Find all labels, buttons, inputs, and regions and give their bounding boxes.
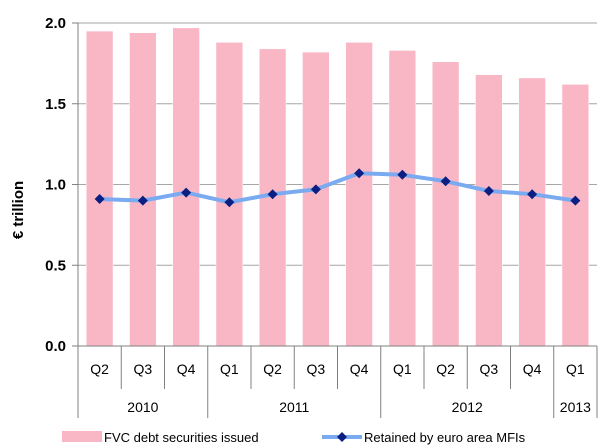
y-axis-title: € trillion — [10, 181, 27, 239]
line-point — [527, 189, 538, 200]
x-tick-label: Q3 — [480, 361, 499, 377]
line-point — [354, 168, 365, 179]
x-group-label: 2012 — [452, 399, 483, 415]
y-tick-label: 1.5 — [45, 96, 66, 113]
line-point — [267, 189, 278, 200]
series-line — [99, 171, 576, 205]
line-series — [94, 168, 581, 208]
y-tick-label: 0.0 — [45, 338, 66, 355]
bar — [85, 30, 114, 347]
x-category-labels: Q2 Q3 Q4 Q1 Q2 Q3 Q4 Q1 Q2 Q3 Q4 Q1 2010 2011 2012 2013 — [77, 346, 598, 418]
legend-label: FVC debt securities issued — [104, 430, 259, 445]
x-tick-label: Q1 — [220, 361, 239, 377]
x-tick-label: Q1 — [566, 361, 585, 377]
line-point — [483, 185, 494, 196]
legend-marker — [337, 432, 347, 442]
line-point — [181, 187, 192, 198]
y-tick-label: 2.0 — [45, 15, 66, 32]
line-point — [310, 184, 321, 195]
line-point — [137, 195, 148, 206]
bar — [302, 51, 330, 347]
x-group-label: 2011 — [279, 399, 309, 415]
x-tick-label: Q4 — [177, 361, 196, 377]
x-tick-label: Q2 — [90, 361, 109, 377]
line-point — [570, 195, 581, 206]
x-tick-label: Q3 — [134, 361, 153, 377]
x-tick-label: Q4 — [350, 361, 369, 377]
x-tick-label: Q4 — [523, 361, 542, 377]
legend-label: Retained by euro area MFIs — [364, 430, 526, 445]
line-point — [440, 176, 451, 187]
y-tick-label: 1.0 — [45, 177, 66, 194]
bar — [388, 50, 417, 347]
line-point — [397, 169, 408, 180]
x-group-label: 2010 — [127, 399, 158, 415]
line-point — [94, 194, 105, 205]
x-group-label: 2013 — [560, 399, 591, 415]
x-tick-label: Q3 — [307, 361, 326, 377]
y-tick-label: 0.5 — [45, 257, 66, 274]
x-tick-label: Q2 — [263, 361, 282, 377]
bar — [518, 77, 546, 347]
legend-swatch-bars — [62, 431, 102, 442]
bar-series — [85, 27, 590, 347]
legend: FVC debt securities issued Retained by eu… — [62, 430, 526, 445]
y-tick-labels: 0.0 0.5 1.0 1.5 2.0 — [45, 15, 66, 355]
bar — [345, 42, 373, 347]
x-tick-label: Q1 — [393, 361, 412, 377]
bar — [172, 27, 200, 347]
bar — [431, 61, 460, 347]
bar — [215, 42, 244, 347]
bar — [561, 84, 590, 347]
bar — [475, 74, 503, 347]
gridlines — [78, 22, 597, 266]
line-point — [224, 197, 235, 208]
x-tick-label: Q2 — [436, 361, 455, 377]
bar — [129, 32, 157, 347]
